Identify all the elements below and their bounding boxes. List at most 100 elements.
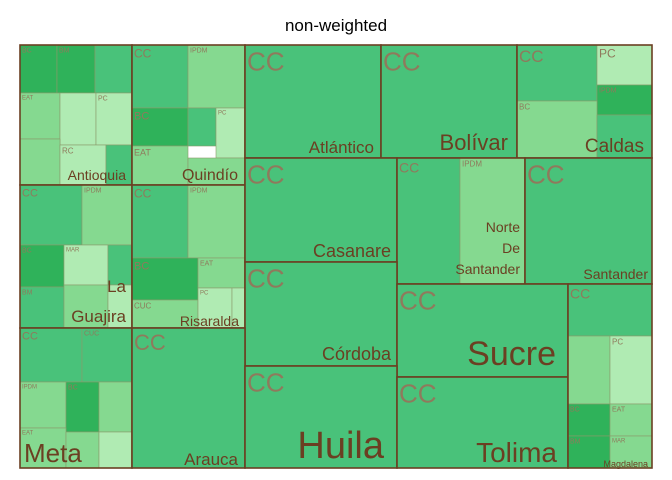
treemap-cell[interactable] xyxy=(215,107,246,159)
treemap-cell[interactable] xyxy=(459,157,526,285)
cell-label: CUC xyxy=(134,302,152,311)
cell-label: CUC xyxy=(84,331,99,338)
cell-label: MAR xyxy=(612,439,626,445)
cell-label: CC xyxy=(570,285,590,301)
treemap-cell[interactable] xyxy=(131,327,246,469)
cell-label: PC xyxy=(98,96,108,103)
treemap-cell[interactable] xyxy=(609,335,653,405)
treemap-cell[interactable] xyxy=(59,92,97,146)
group-label: Tolima xyxy=(476,437,557,468)
treemap-cell[interactable] xyxy=(131,257,199,301)
treemap-cell[interactable] xyxy=(380,44,518,159)
group-label: Huila xyxy=(297,425,384,467)
treemap-cell[interactable] xyxy=(131,184,189,259)
cell-label: CC xyxy=(247,264,285,294)
cell-label: IPDM xyxy=(190,48,208,55)
treemap-cell[interactable] xyxy=(59,144,107,186)
treemap-cell[interactable] xyxy=(19,381,67,429)
group-label: Guajira xyxy=(71,307,126,326)
cell-label: PC xyxy=(218,111,227,117)
cell-label: EAT xyxy=(22,96,34,102)
cell-label: EAT xyxy=(612,407,626,414)
cell-label: EAT xyxy=(22,431,34,437)
cell-label: CC xyxy=(134,46,152,60)
treemap-cell[interactable] xyxy=(609,403,653,437)
treemap-cell[interactable] xyxy=(187,107,217,147)
group-label: La xyxy=(107,277,126,296)
cell-label: PC xyxy=(599,46,616,60)
cell-label: BC xyxy=(68,385,78,392)
treemap-cell[interactable] xyxy=(81,327,133,383)
cell-label: BC xyxy=(22,248,32,255)
treemap-cell[interactable] xyxy=(19,138,61,186)
treemap-cell[interactable] xyxy=(197,257,246,289)
cell-label: RC xyxy=(62,147,74,156)
treemap-cell[interactable] xyxy=(396,283,569,378)
treemap-cell[interactable] xyxy=(19,286,65,329)
cell-label: MAR xyxy=(66,248,80,254)
treemap-cell[interactable] xyxy=(567,335,611,405)
cell-label: CC xyxy=(399,286,437,316)
treemap-cell[interactable] xyxy=(131,44,189,109)
treemap-cell[interactable] xyxy=(567,403,611,437)
treemap-cell[interactable] xyxy=(63,244,109,286)
cell-label: BC xyxy=(570,407,580,414)
treemap-cell[interactable] xyxy=(94,44,133,94)
treemap-cell[interactable] xyxy=(98,431,133,469)
treemap-cell[interactable] xyxy=(396,157,461,285)
group-label: Córdoba xyxy=(322,344,392,364)
treemap-cell[interactable] xyxy=(107,284,133,329)
group-santander: CC Santander xyxy=(524,157,653,285)
treemap-cell[interactable] xyxy=(81,184,133,246)
group-quindio: CC IPDM BC PC EAT Quindío xyxy=(131,44,246,186)
treemap-cell[interactable] xyxy=(105,144,133,186)
treemap-cell[interactable] xyxy=(596,114,653,159)
treemap-cell[interactable] xyxy=(19,327,83,383)
treemap-cell[interactable] xyxy=(596,84,653,116)
cell-label: CC xyxy=(22,330,38,342)
group-label: Casanare xyxy=(313,241,391,261)
group-norte-de-santander: CC IPDM Norte De Santander xyxy=(396,157,526,285)
group-antioquia: BC BM EAT PC RC Antioquia xyxy=(19,44,133,186)
cell-label: IPDM xyxy=(190,188,208,195)
treemap-cell[interactable] xyxy=(396,376,569,469)
group-label: Magdalena xyxy=(603,459,648,469)
treemap-cell[interactable] xyxy=(187,184,246,259)
treemap-cell[interactable] xyxy=(131,299,199,329)
cell-label: EAT xyxy=(134,148,151,158)
cell-label: CC xyxy=(247,160,285,190)
cell-label: BC xyxy=(22,48,32,55)
treemap-cell[interactable] xyxy=(596,44,653,86)
group-label: Norte xyxy=(486,219,520,235)
group-cordoba: CC Córdoba xyxy=(244,261,398,367)
group-la-guajira: CC IPDM BC MAR BM La Guajira xyxy=(19,184,133,329)
cell-label: CC xyxy=(247,368,285,398)
cell-label: BM xyxy=(22,290,33,297)
group-label: Arauca xyxy=(184,450,238,469)
treemap-cell[interactable] xyxy=(524,157,653,285)
treemap-cell[interactable] xyxy=(63,284,109,329)
group-border xyxy=(567,283,653,469)
cell-label: EAT xyxy=(200,261,214,268)
treemap-cell[interactable] xyxy=(516,44,598,102)
treemap-cell[interactable] xyxy=(65,431,100,469)
treemap-cell[interactable] xyxy=(197,287,233,329)
group-label: Caldas xyxy=(585,136,644,157)
treemap-cell[interactable] xyxy=(98,381,133,433)
group-sucre: CC Sucre xyxy=(396,283,569,378)
group-arauca: CC Arauca xyxy=(131,327,246,469)
treemap-cell[interactable] xyxy=(244,365,398,469)
cell-label: BC xyxy=(134,110,149,122)
treemap-cell[interactable] xyxy=(516,100,598,159)
group-label: Antioquia xyxy=(68,167,127,183)
treemap-cell[interactable] xyxy=(107,244,133,286)
treemap-cell[interactable] xyxy=(187,44,246,109)
treemap-cell[interactable] xyxy=(244,261,398,367)
treemap-cell[interactable] xyxy=(244,157,398,263)
group-label: Risaralda xyxy=(180,313,239,329)
treemap-cell[interactable] xyxy=(187,157,246,186)
cell-label: CC xyxy=(383,47,421,77)
group-tolima: CC Tolima xyxy=(396,376,569,469)
